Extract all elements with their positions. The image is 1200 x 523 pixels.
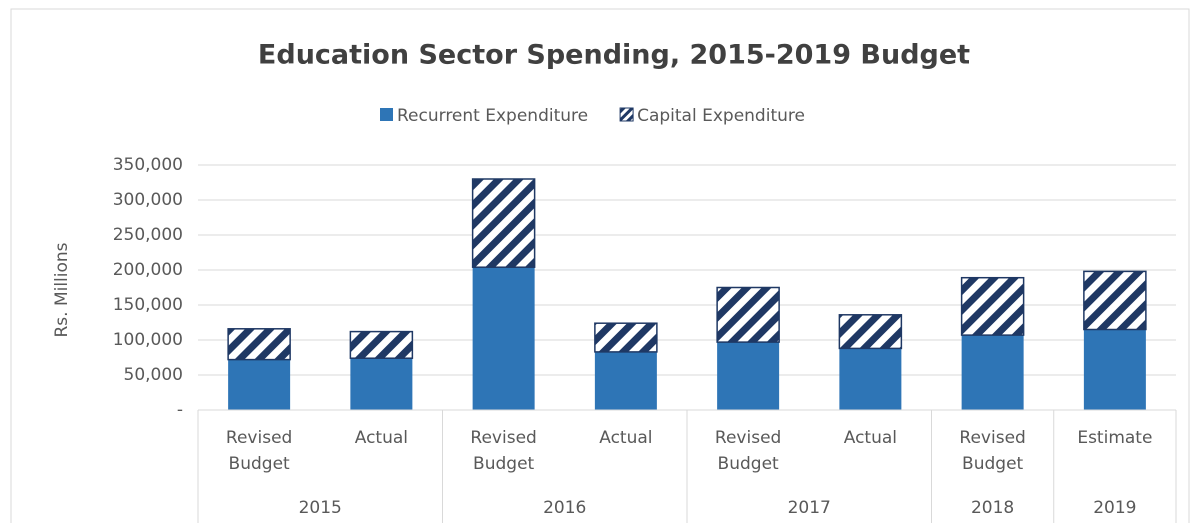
bar-segment	[716, 286, 780, 343]
x-group-label: 2016	[543, 498, 587, 518]
bar-segment	[594, 322, 658, 353]
bar-segment	[961, 335, 1024, 410]
x-tick-label: Actual	[599, 428, 653, 448]
y-tick-label: 200,000	[113, 260, 183, 280]
y-tick-label: 150,000	[113, 295, 183, 315]
bar-segment	[472, 267, 535, 410]
x-tick-label: Revised Budget	[959, 428, 1026, 474]
bar-segment	[960, 276, 1025, 336]
bar-segment	[350, 358, 413, 410]
x-tick-label: Actual	[843, 428, 897, 448]
y-tick-label: -	[177, 400, 183, 420]
bar-segment	[228, 359, 291, 410]
chart-title: Education Sector Spending, 2015-2019 Bud…	[258, 40, 970, 71]
bar-segment	[717, 342, 780, 410]
legend-swatch	[380, 108, 393, 121]
x-group-label: 2017	[787, 498, 831, 518]
frame	[10, 8, 1190, 523]
legend-swatch	[619, 107, 634, 122]
y-axis-label: Rs. Millions	[52, 242, 72, 337]
bar-segment	[838, 314, 903, 350]
y-tick-label: 250,000	[113, 225, 183, 245]
x-tick-label: Actual	[354, 428, 408, 448]
legend-label: Recurrent Expenditure	[397, 106, 588, 126]
bar-segment	[227, 328, 291, 361]
y-tick-label: 100,000	[113, 330, 183, 350]
x-tick-label: Revised Budget	[225, 428, 293, 474]
y-tick-label: 350,000	[113, 155, 183, 175]
bar-segment	[349, 330, 414, 359]
x-tick-label: Estimate	[1077, 428, 1153, 448]
bar-segment	[471, 178, 536, 268]
x-group-label: 2019	[1093, 498, 1137, 518]
y-tick-label: 50,000	[124, 365, 183, 385]
bar-segment	[1083, 329, 1146, 410]
y-tick-label: 300,000	[113, 190, 183, 210]
bar-segment	[839, 348, 902, 410]
x-tick-label: Revised Budget	[470, 428, 537, 474]
bar-segment	[594, 351, 657, 410]
legend-label: Capital Expenditure	[637, 106, 805, 126]
x-tick-label: Revised Budget	[714, 428, 782, 474]
x-group-label: 2018	[970, 498, 1015, 518]
bar-segment	[1083, 270, 1147, 331]
x-group-label: 2015	[298, 498, 342, 518]
